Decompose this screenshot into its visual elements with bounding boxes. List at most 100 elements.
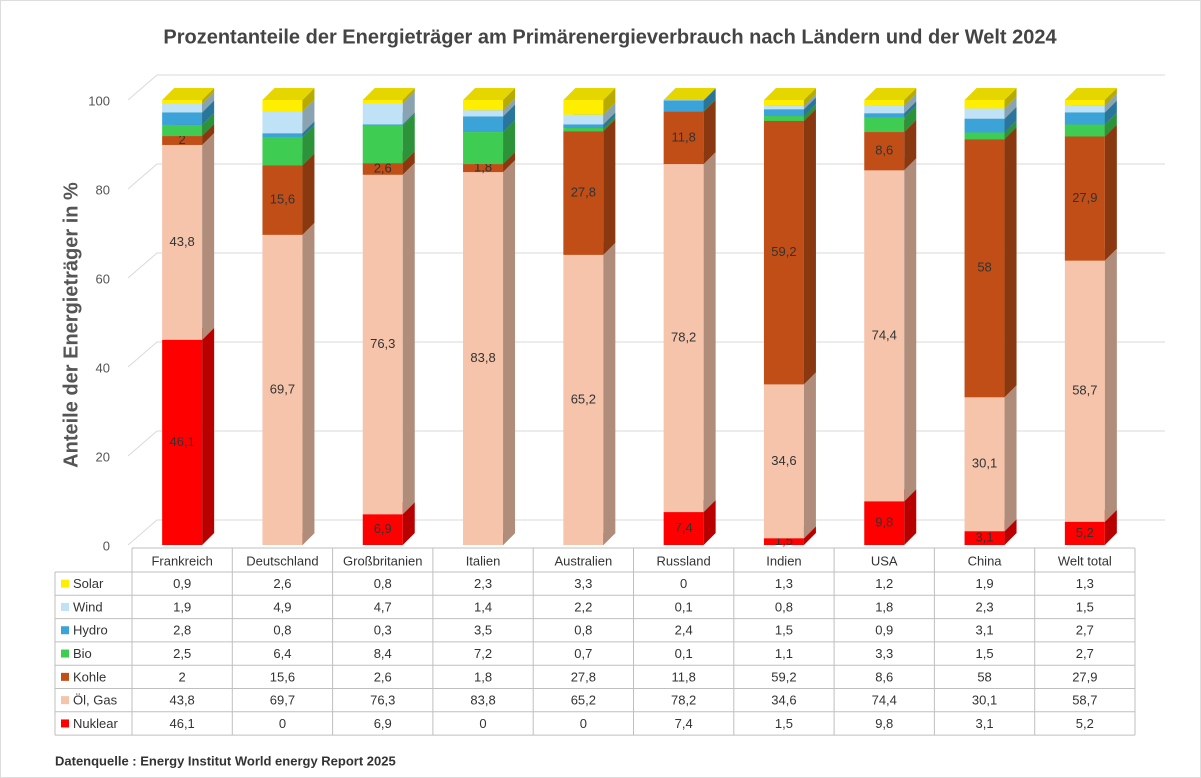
bar-front [563,131,604,255]
bar-front [1064,124,1105,137]
bar-segment [964,385,1017,532]
table-cell: 1,5 [775,623,793,638]
bar-front [362,514,403,545]
table-cell: 4,9 [273,599,291,614]
bar-side [202,124,215,145]
table-cell: 83,8 [470,693,495,708]
bar-side [1104,509,1117,545]
table-cell: 7,4 [675,716,693,731]
table-cell: 0 [680,576,687,591]
bar-side [1004,88,1017,109]
bar-side [603,242,616,546]
bar-front [864,100,905,106]
x-tick-label: USA [871,553,898,568]
bar-front [563,114,604,125]
table-cell: 65,2 [571,693,596,708]
bar-side [603,112,616,129]
data-label: 69,7 [270,381,295,396]
table-cell: 74,4 [872,693,897,708]
table-cell: 3,3 [574,576,592,591]
bar-front [563,100,604,115]
bar-front [362,174,403,515]
bar-side [803,93,816,110]
legend-label: Nuklear [73,716,118,731]
bar-front [1064,105,1105,113]
bar-front [563,124,604,129]
legend-swatch [61,626,69,635]
bar-front [864,105,905,114]
bar-top [964,88,1017,100]
bar-front [262,165,303,235]
bar-front [463,172,504,545]
bar-front [763,116,804,121]
table-cell: 58 [977,669,991,684]
bar-side [1004,385,1017,532]
bar-front [362,124,403,126]
bar-front [1064,521,1105,545]
data-label: 2,6 [374,160,392,175]
table-cell: 1,9 [976,576,994,591]
bar-top [362,88,415,100]
bar-side [402,88,415,104]
bar-front [1064,100,1105,106]
table-cell: 2,3 [976,599,994,614]
bar-top [763,88,816,100]
table-cell: 0 [580,716,587,731]
table-cell: 2,8 [173,623,191,638]
table-cell: 2,5 [173,646,191,661]
x-tick-label: Welt total [1058,553,1112,568]
bar-front [262,234,303,545]
bar-top [463,88,516,100]
bar-front [463,116,504,133]
bar-side [402,151,415,175]
bar-side [402,113,415,164]
table-cell: 1,8 [875,599,893,614]
bar-side [1104,112,1117,137]
bar-front [162,136,203,145]
bar-side [302,124,315,166]
table-cell: 3,1 [976,716,994,731]
bar-front [1064,112,1105,125]
bar-segment [964,88,1017,109]
table-cell: 6,9 [374,716,392,731]
bar-segment [663,500,716,545]
legend-label: Kohle [73,669,106,684]
bar-front [964,139,1005,398]
legend-label: Hydro [73,623,108,638]
bar-side [402,502,415,545]
grid-line [127,341,1165,368]
y-tick-label: 100 [88,93,110,108]
legend-label: Solar [73,576,104,591]
data-label: 6,9 [374,521,392,536]
grid-line [127,519,1165,546]
bar-front [563,254,604,546]
legend-label: Bio [73,646,92,661]
bar-front [362,125,403,164]
table-cell: 0,9 [173,576,191,591]
bar-front [1064,136,1105,261]
table-cell: 3,1 [976,623,994,638]
source-note: Datenquelle : Energy Institut World ener… [55,753,396,768]
table-cell: 34,6 [771,693,796,708]
table-cell: 78,2 [671,693,696,708]
legend-swatch [61,719,69,728]
data-label: 9,8 [875,515,893,530]
bar-side [202,88,215,105]
table-cell: 1,5 [976,646,994,661]
bar-side [703,152,716,513]
table-cell: 0 [279,716,286,731]
bar-top [563,88,616,100]
bar-side [803,526,816,545]
bar-side [803,108,816,385]
bar-side [904,120,917,171]
table-cell: 0,8 [574,623,592,638]
table-cell: 1,5 [1076,599,1094,614]
bar-side [1004,519,1017,545]
bar-side [503,160,516,545]
data-label: 11,8 [671,129,695,144]
bar-front [864,132,905,171]
table-cell: 2,7 [1076,623,1094,638]
table-cell: 2,3 [474,576,492,591]
bar-front [763,384,804,539]
bar-front [663,111,704,165]
